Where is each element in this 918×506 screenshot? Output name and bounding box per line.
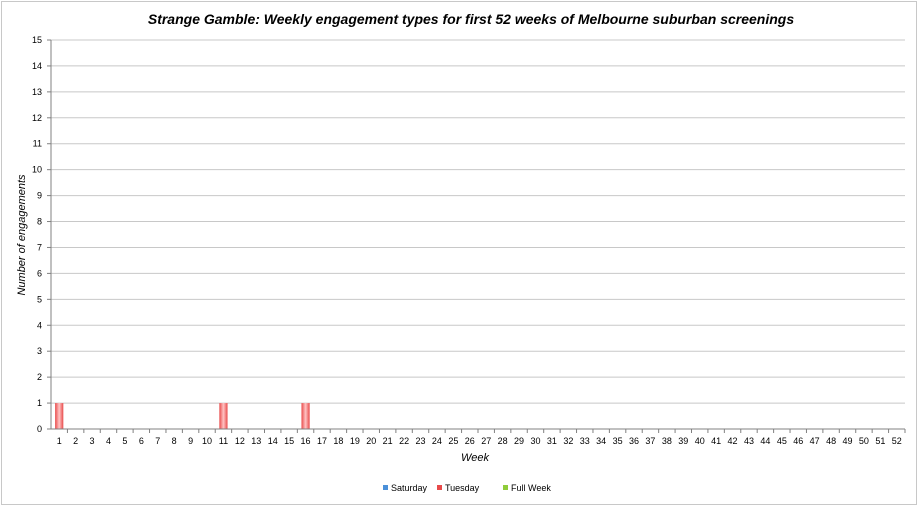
- y-tick-label: 14: [32, 61, 42, 71]
- x-tick-label: 2: [73, 436, 78, 446]
- x-tick-label: 42: [728, 436, 738, 446]
- legend: Saturday Tuesday Full Week: [383, 483, 551, 493]
- x-tick-label: 40: [695, 436, 705, 446]
- x-tick-label: 21: [383, 436, 393, 446]
- x-tick-label: 45: [777, 436, 787, 446]
- x-tick-label: 10: [202, 436, 212, 446]
- x-tick-label: 19: [350, 436, 360, 446]
- x-tick-label: 47: [810, 436, 820, 446]
- y-tick-label: 12: [32, 113, 42, 123]
- x-tick-label: 43: [744, 436, 754, 446]
- x-tick-label: 22: [399, 436, 409, 446]
- y-tick-label: 5: [37, 294, 42, 304]
- x-tick-label: 49: [843, 436, 853, 446]
- x-tick-label: 12: [235, 436, 245, 446]
- x-tick-label: 28: [498, 436, 508, 446]
- x-axis-title: Week: [461, 452, 489, 464]
- x-tick-label: 33: [580, 436, 590, 446]
- y-tick-label: 1: [37, 398, 42, 408]
- x-tick-label: 35: [613, 436, 623, 446]
- y-tick-label: 13: [32, 87, 42, 97]
- y-tick-label: 15: [32, 35, 42, 45]
- x-tick-label: 25: [448, 436, 458, 446]
- y-tick-label: 8: [37, 217, 42, 227]
- x-tick-label: 51: [875, 436, 885, 446]
- x-tick-label: 6: [139, 436, 144, 446]
- x-tick-label: 41: [711, 436, 721, 446]
- y-axis-title: Number of engagements: [16, 174, 28, 296]
- x-tick-label: 15: [284, 436, 294, 446]
- x-tick-label: 46: [793, 436, 803, 446]
- x-tick-label: 26: [465, 436, 475, 446]
- x-tick-label: 13: [251, 436, 261, 446]
- x-tick-label: 32: [563, 436, 573, 446]
- x-tick-label: 29: [514, 436, 524, 446]
- x-tick-label: 23: [416, 436, 426, 446]
- x-tick-label: 3: [90, 436, 95, 446]
- legend-label: Saturday: [391, 483, 428, 493]
- x-tick-label: 1: [57, 436, 62, 446]
- x-tick-label: 20: [366, 436, 376, 446]
- bars: [55, 403, 310, 429]
- y-tick-label: 11: [33, 139, 42, 149]
- x-tick-label: 14: [268, 436, 278, 446]
- x-tick-label: 36: [629, 436, 639, 446]
- bar-tuesday-week-16: [301, 403, 310, 429]
- x-tick-label: 50: [859, 436, 869, 446]
- y-tick-label: 10: [32, 165, 42, 175]
- x-tick-label: 39: [678, 436, 688, 446]
- gridlines: [51, 39, 905, 404]
- y-tick-label: 7: [37, 242, 42, 252]
- y-tick-label: 4: [37, 320, 42, 330]
- x-tick-label: 31: [547, 436, 557, 446]
- x-tick-label: 7: [155, 436, 160, 446]
- bar-tuesday-week-1: [55, 403, 64, 429]
- y-tick-label: 0: [37, 424, 42, 434]
- x-tick-label: 16: [301, 436, 311, 446]
- x-tick-label: 11: [219, 436, 228, 446]
- x-tick-label: 48: [826, 436, 836, 446]
- x-tick-label: 8: [172, 436, 177, 446]
- x-tick-label: 37: [645, 436, 655, 446]
- x-tick-label: 52: [892, 436, 902, 446]
- legend-swatch-tuesday: [437, 485, 442, 490]
- x-tick-label: 38: [662, 436, 672, 446]
- legend-label: Tuesday: [445, 483, 480, 493]
- x-tick-label: 30: [530, 436, 540, 446]
- x-tick-label: 27: [481, 436, 491, 446]
- x-tick-label: 5: [122, 436, 127, 446]
- legend-swatch-full-week: [503, 485, 508, 490]
- x-tick-label: 9: [188, 436, 193, 446]
- x-tick-label: 17: [317, 436, 327, 446]
- bar-tuesday-week-11: [219, 403, 228, 429]
- legend-label: Full Week: [511, 483, 551, 493]
- legend-swatch-saturday: [383, 485, 388, 490]
- x-tick-label: 44: [760, 436, 770, 446]
- chart-title: Strange Gamble: Weekly engagement types …: [148, 11, 794, 27]
- x-axis-ticks: 1 2 3 4 5 6 7 8 9 10 11 12 13 14 15 16 17 18 19 20 21 22 23 24 2…: [57, 429, 906, 446]
- y-tick-label: 6: [37, 268, 42, 278]
- y-tick-label: 3: [37, 346, 42, 356]
- y-tick-label: 9: [37, 191, 42, 201]
- y-tick-label: 2: [37, 372, 42, 382]
- x-tick-label: 24: [432, 436, 442, 446]
- x-tick-label: 18: [333, 436, 343, 446]
- x-tick-label: 4: [106, 436, 111, 446]
- x-tick-label: 34: [596, 436, 606, 446]
